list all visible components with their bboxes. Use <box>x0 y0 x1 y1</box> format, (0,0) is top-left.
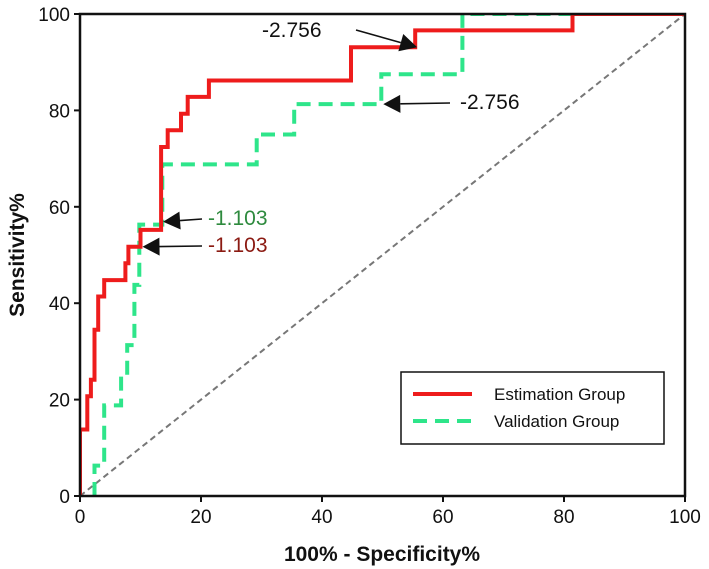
y-tick-label: 40 <box>49 294 70 315</box>
annotation-arrow-shaft <box>400 102 451 105</box>
y-tick-label: 20 <box>49 391 70 412</box>
x-tick-label: 20 <box>190 507 211 528</box>
annotation-label: -1.103 <box>208 234 268 257</box>
legend-label-validation: Validation Group <box>494 412 619 431</box>
annotation-arrow-shaft <box>355 29 402 44</box>
legend-label-estimation: Estimation Group <box>494 385 625 404</box>
y-tick-label: 60 <box>49 198 70 219</box>
annotation-arrow-head <box>163 211 181 230</box>
series-line-estimation <box>80 14 685 496</box>
y-tick-label: 80 <box>49 101 70 122</box>
reference-diagonal <box>80 14 685 496</box>
annotation-arrow-head <box>383 94 401 113</box>
x-tick-label: 80 <box>553 507 574 528</box>
tick-layer: 0 20 40 60 80 100 0 20 40 60 80 100 <box>38 5 701 528</box>
legend: Estimation Group Validation Group <box>400 371 665 445</box>
y-tick-label: 100 <box>38 5 70 26</box>
annotation-label: -1.103 <box>208 207 268 230</box>
x-tick-label: 100 <box>669 507 701 528</box>
annotation-arrow-shaft <box>179 218 203 222</box>
annotation-arrow-shaft <box>159 245 203 248</box>
series-line-validation <box>92 14 685 496</box>
annotation-label: -2.756 <box>262 19 322 42</box>
legend-box <box>400 371 665 445</box>
x-tick-label: 0 <box>75 507 86 528</box>
y-axis-title: Sensitivity% <box>6 193 29 317</box>
annotation-label: -2.756 <box>460 91 520 114</box>
annotation-arrow-head <box>142 237 160 256</box>
annotation-layer: -2.756 -2.756 -1.103 -1.103 <box>142 19 520 257</box>
y-tick-label: 0 <box>59 487 70 508</box>
x-tick-label: 60 <box>432 507 453 528</box>
annotation-arrow-head <box>398 33 418 52</box>
series-layer <box>80 14 685 496</box>
x-tick-label: 40 <box>311 507 332 528</box>
plot-frame <box>78 12 687 498</box>
x-axis-title: 100% - Specificity% <box>284 543 480 566</box>
